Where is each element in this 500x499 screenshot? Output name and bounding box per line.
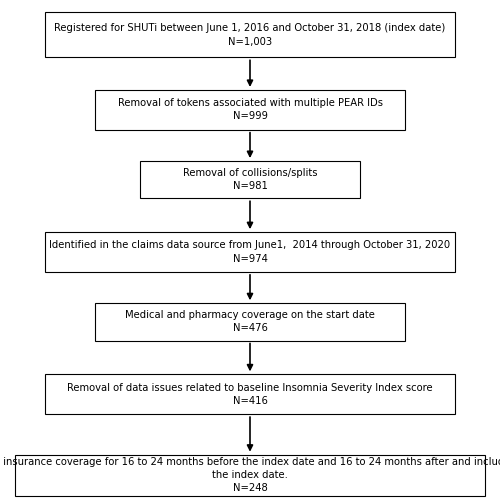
Bar [15, 455, 485, 496]
Bar [140, 161, 360, 198]
Bar [45, 12, 455, 57]
Bar [95, 90, 405, 130]
Text: Removal of collisions/splits
N=981: Removal of collisions/splits N=981 [183, 168, 318, 191]
Text: Registered for SHUTi between June 1, 2016 and October 31, 2018 (index date)
N=1,: Registered for SHUTi between June 1, 201… [54, 23, 446, 46]
Text: Had insurance coverage for 16 to 24 months before the index date and 16 to 24 mo: Had insurance coverage for 16 to 24 mont… [0, 457, 500, 493]
Bar [95, 303, 405, 340]
Text: Removal of data issues related to baseline Insomnia Severity Index score
N=416: Removal of data issues related to baseli… [67, 383, 433, 406]
Bar [45, 374, 455, 414]
Text: Identified in the claims data source from June1,  2014 through October 31, 2020
: Identified in the claims data source fro… [50, 241, 450, 263]
Text: Medical and pharmacy coverage on the start date
N=476: Medical and pharmacy coverage on the sta… [125, 310, 375, 333]
Text: Removal of tokens associated with multiple PEAR IDs
N=999: Removal of tokens associated with multip… [118, 98, 382, 121]
Bar [45, 232, 455, 272]
